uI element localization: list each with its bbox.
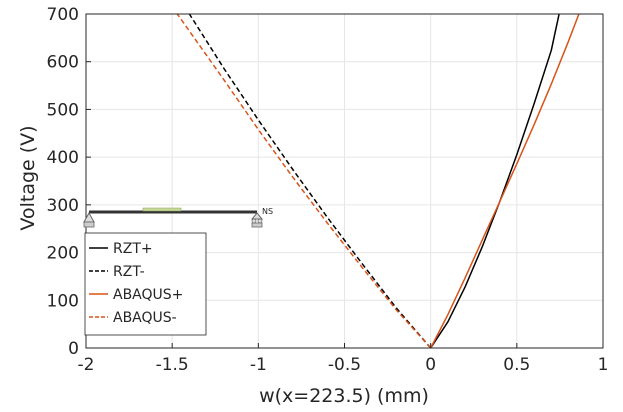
legend-label: ABAQUS- [113,310,177,326]
x-axis-title: w(x=223.5) (mm) [259,385,429,407]
piezo-patch [142,207,182,212]
y-tick-label: 200 [47,244,79,264]
y-axis-title: Voltage (V) [17,125,39,230]
x-tick-label: -1.5 [156,355,189,375]
y-tick-label: 700 [47,5,79,25]
x-tick-label: -2 [78,355,95,375]
left-support-base [83,221,95,228]
series-line-rzt-minusplus [430,13,560,349]
beam-inset: NS [83,207,273,228]
legend-box [84,232,207,336]
right-support-base [251,222,263,228]
series-line-abaqus-minusplus [430,13,580,349]
tick-labels: -2 -1.5 -1 -0.5 0 0.5 1 0 100 200 300 400 500 600 700 [47,5,609,375]
legend-label: RZT+ [113,241,153,257]
y-tick-label: 300 [47,196,79,216]
y-tick-label: 600 [47,53,79,73]
legend-label: RZT- [113,264,145,280]
series-line-rzt-minus [188,13,432,349]
x-tick-label: 0 [425,355,436,375]
plot-series [176,13,580,349]
series-line-abaqus-minus [176,13,432,349]
x-tick-label: 1 [598,355,609,375]
x-tick-label: -1 [250,355,267,375]
inset-label: NS [262,207,273,216]
x-tick-label: -0.5 [328,355,361,375]
y-tick-label: 400 [47,148,79,168]
legend: RZT+ RZT- ABAQUS+ ABAQUS- [84,232,207,336]
legend-label: ABAQUS+ [113,287,183,303]
y-tick-label: 500 [47,100,79,120]
right-support-icon [250,212,264,220]
right-roller-left [251,218,257,224]
grid [85,13,604,349]
right-roller-right [257,218,263,224]
x-tick-label: 0.5 [503,355,530,375]
y-tick-label: 100 [47,291,79,311]
y-tick-label: 0 [68,339,79,359]
